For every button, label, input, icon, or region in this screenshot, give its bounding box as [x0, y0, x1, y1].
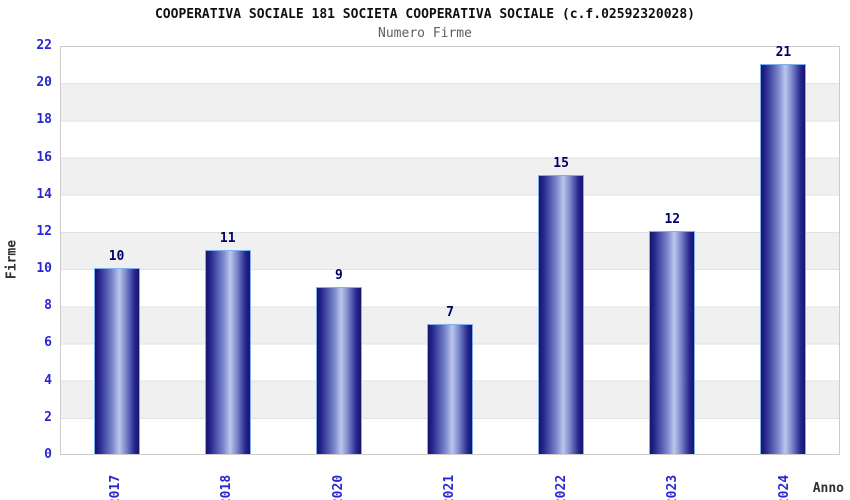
y-tick-label: 10	[36, 261, 52, 277]
bar-value-label: 9	[334, 267, 343, 283]
x-label-slot: 2023	[617, 457, 728, 500]
y-tick-label: 12	[36, 223, 52, 239]
bar	[760, 63, 807, 454]
x-tick-label: 2017	[108, 474, 124, 500]
bar-slot: 11	[172, 47, 283, 454]
bar-slot: 15	[506, 47, 617, 454]
bar	[649, 230, 696, 454]
bar-slot: 10	[61, 47, 172, 454]
y-tick-label: 2	[44, 409, 52, 425]
bar-value-label: 10	[108, 249, 125, 265]
x-tick-label: 2022	[553, 474, 569, 500]
y-tick-label: 16	[36, 149, 52, 165]
chart-subtitle: Numero Firme	[378, 26, 472, 41]
y-tick-label: 8	[44, 298, 52, 314]
x-label-slot: 2017	[60, 457, 171, 500]
y-tick-label: 18	[36, 112, 52, 128]
bar-value-label: 15	[553, 156, 569, 172]
x-axis-tick-labels: 2017 2018 2020 2021 2022 2023 2024	[60, 457, 840, 500]
bar-slot: 12	[617, 47, 728, 454]
y-tick-label: 22	[36, 38, 52, 53]
bar-value-label: 12	[664, 211, 681, 227]
y-tick-label: 14	[36, 186, 52, 202]
bar-slot: 7	[394, 47, 505, 454]
bar	[93, 268, 140, 454]
bars-row: 10 11 9 7 15 12 21	[61, 44, 839, 454]
bar-slot: 9	[283, 47, 394, 454]
x-tick-label: 2020	[331, 474, 347, 500]
bar	[204, 249, 251, 454]
bar-slot: 21	[728, 44, 839, 454]
bar-value-label: 21	[775, 44, 792, 60]
y-tick-label: 4	[44, 372, 52, 388]
bar	[315, 286, 362, 454]
x-tick-label: 2023	[665, 474, 681, 500]
x-label-slot: 2020	[283, 457, 394, 500]
bar-value-label: 7	[446, 304, 454, 320]
x-tick-label: 2024	[776, 474, 792, 500]
x-axis-title: Anno	[812, 481, 844, 496]
y-tick-label: 6	[44, 335, 52, 351]
x-label-slot: 2022	[506, 457, 617, 500]
chart-title: COOPERATIVA SOCIALE 181 SOCIETA COOPERAT…	[154, 7, 696, 22]
y-tick-label: 0	[44, 447, 52, 462]
x-label-slot: 2018	[171, 457, 282, 500]
bar	[426, 323, 473, 454]
x-label-slot: 2021	[394, 457, 505, 500]
plot-area: 10 11 9 7 15 12 21	[60, 44, 840, 455]
x-tick-label: 2018	[219, 474, 235, 500]
y-tick-label: 20	[36, 75, 52, 91]
bar	[538, 175, 585, 454]
bar-value-label: 11	[219, 230, 236, 246]
x-tick-label: 2021	[442, 474, 458, 500]
